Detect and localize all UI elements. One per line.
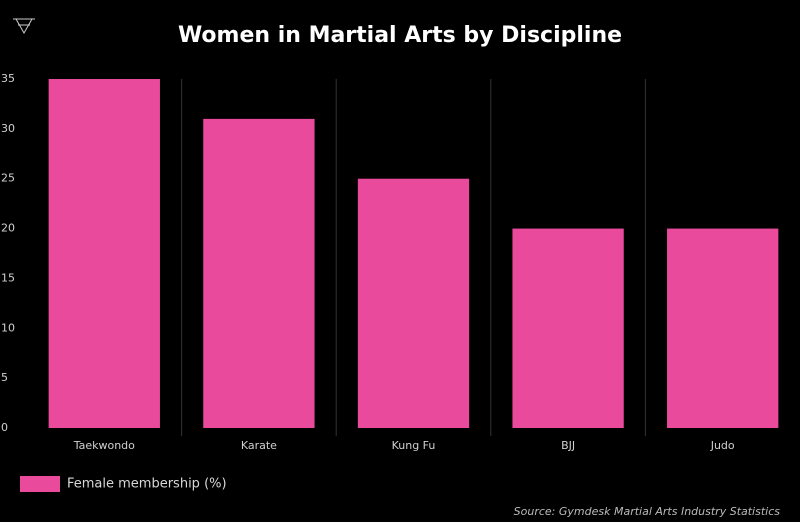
y-tick-label: 25 (1, 172, 15, 185)
logo (13, 18, 35, 35)
x-tick-label: Taekwondo (73, 439, 135, 452)
y-tick-label: 35 (1, 72, 15, 85)
source-note: Source: Gymdesk Martial Arts Industry St… (514, 505, 781, 518)
bar (203, 118, 315, 428)
y-tick-label: 30 (1, 122, 15, 135)
chart-title: Women in Martial Arts by Discipline (178, 23, 622, 48)
y-tick-label: 5 (1, 371, 8, 384)
legend-swatch (20, 476, 60, 492)
y-tick-label: 15 (1, 271, 15, 284)
x-tick-label: Judo (710, 439, 735, 452)
legend-label: Female membership (%) (67, 477, 227, 492)
y-tick-label: 0 (1, 421, 8, 434)
x-tick-label: Karate (241, 439, 277, 452)
y-tick-label: 20 (1, 222, 15, 235)
x-tick-label: Kung Fu (392, 439, 436, 452)
bar (357, 178, 470, 428)
bar (667, 228, 779, 428)
bar (48, 79, 160, 428)
x-tick-label: BJJ (561, 439, 575, 452)
y-tick-label: 10 (1, 321, 15, 334)
bar (512, 228, 624, 428)
